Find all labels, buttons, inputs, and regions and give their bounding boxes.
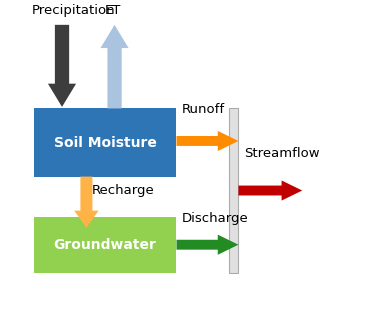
Text: ET: ET <box>105 4 121 17</box>
FancyArrow shape <box>177 235 239 255</box>
Bar <box>34 108 177 177</box>
Text: Streamflow: Streamflow <box>244 147 320 160</box>
Bar <box>229 108 238 273</box>
Text: Recharge: Recharge <box>92 184 155 197</box>
Text: Precipitation: Precipitation <box>32 4 116 17</box>
Text: Runoff: Runoff <box>182 103 225 116</box>
Text: Groundwater: Groundwater <box>54 238 157 252</box>
FancyArrow shape <box>177 131 239 151</box>
Text: Discharge: Discharge <box>182 212 249 225</box>
FancyArrow shape <box>239 180 302 201</box>
FancyArrow shape <box>74 177 98 228</box>
Bar <box>34 217 177 273</box>
FancyArrow shape <box>48 25 76 107</box>
FancyArrow shape <box>100 25 129 108</box>
Text: Soil Moisture: Soil Moisture <box>54 136 157 149</box>
